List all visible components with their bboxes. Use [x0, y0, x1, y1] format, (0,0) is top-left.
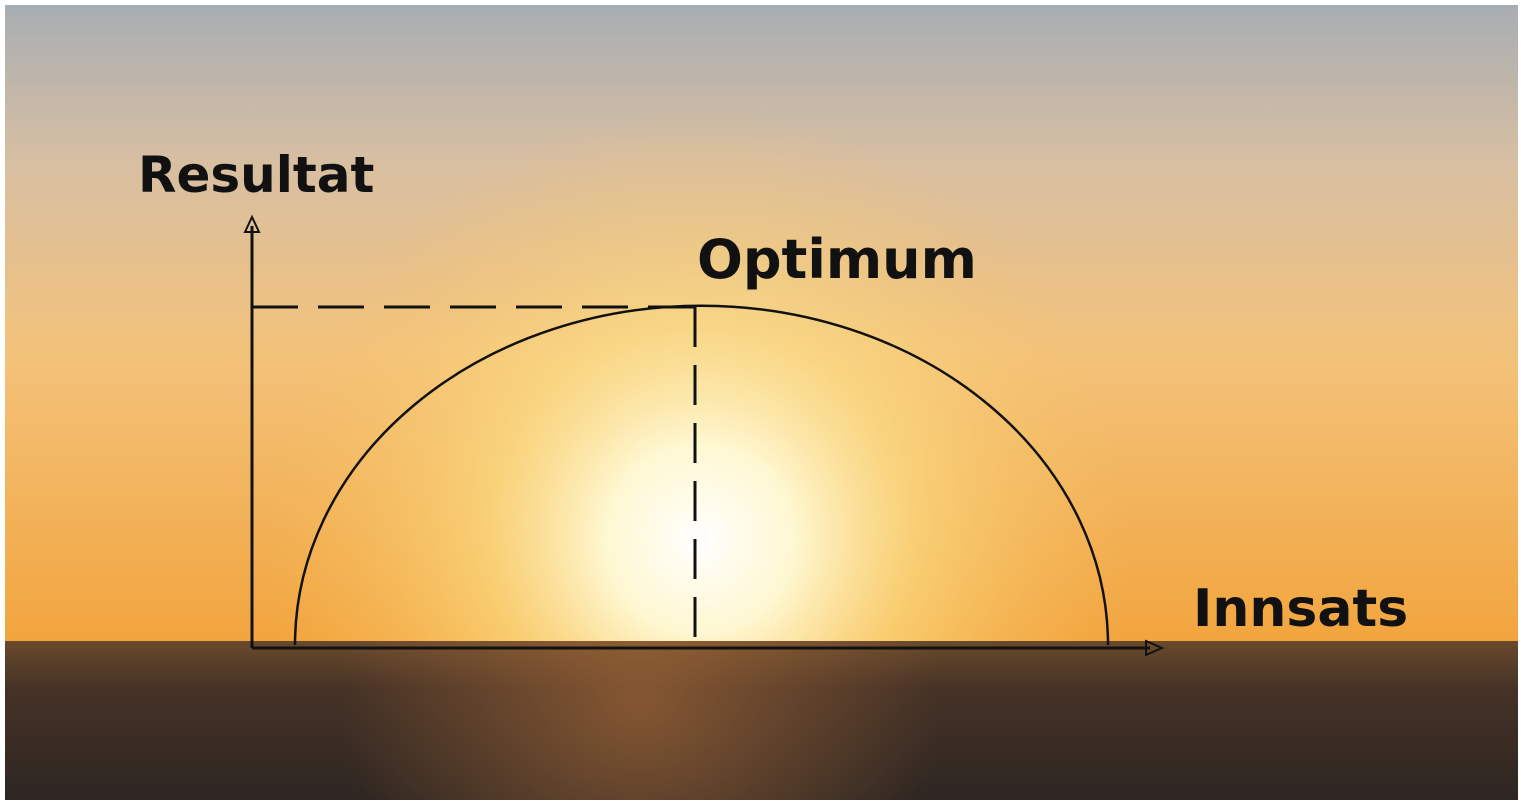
diagram: Resultat Optimum Innsats — [0, 0, 1521, 804]
page: Resultat Optimum Innsats (() => { const … — [0, 0, 1521, 804]
background — [5, 5, 1518, 800]
peak-label: Optimum — [697, 228, 977, 291]
y-axis-label: Resultat — [138, 146, 374, 204]
x-axis-label: Innsats — [1193, 579, 1408, 639]
